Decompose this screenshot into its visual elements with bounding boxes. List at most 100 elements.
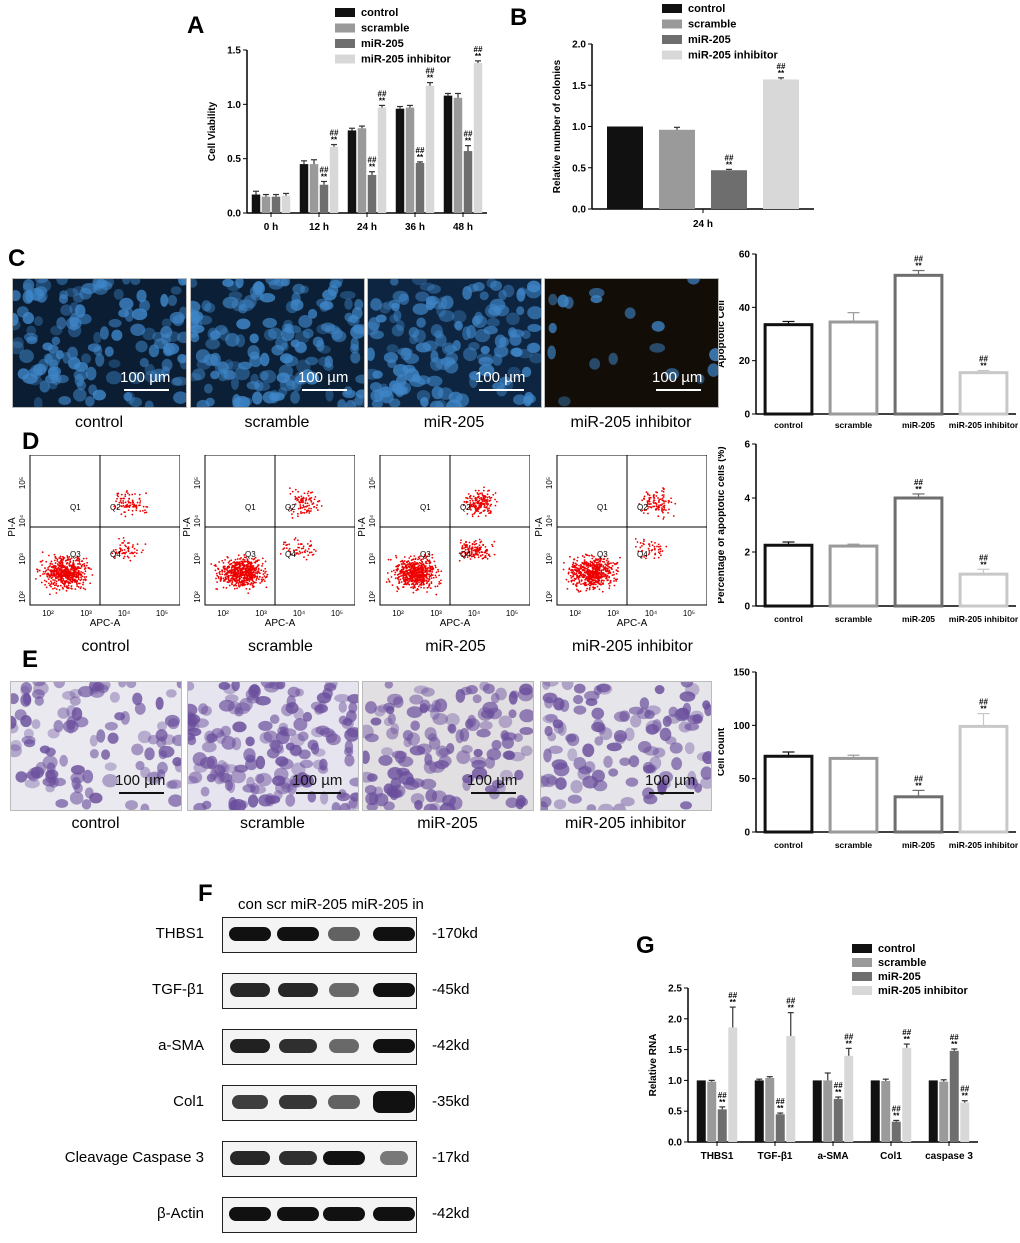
event-dot bbox=[405, 579, 407, 581]
event-dot bbox=[613, 584, 616, 587]
event-dot bbox=[495, 500, 498, 503]
event-dot bbox=[424, 569, 427, 572]
event-dot bbox=[63, 557, 66, 559]
event-dot bbox=[78, 560, 81, 563]
event-dot bbox=[471, 513, 474, 516]
event-dot bbox=[463, 550, 466, 553]
event-dot bbox=[75, 575, 78, 578]
event-dot bbox=[467, 493, 470, 495]
event-dot bbox=[489, 504, 492, 507]
quadrant-label: Q3 bbox=[245, 550, 256, 559]
x-tick-label: miR-205 bbox=[902, 840, 935, 850]
event-dot bbox=[413, 568, 415, 571]
event-dot bbox=[658, 498, 661, 501]
event-dot bbox=[647, 507, 649, 510]
blot-band bbox=[231, 1095, 269, 1109]
micrograph-caption: scramble bbox=[244, 414, 310, 431]
event-dot bbox=[648, 503, 651, 506]
event-dot bbox=[50, 560, 53, 563]
blot-molecular-weight: -35kd bbox=[432, 1093, 470, 1110]
event-dot bbox=[306, 492, 309, 495]
event-dot bbox=[45, 586, 48, 589]
bar bbox=[395, 108, 405, 213]
event-dot bbox=[86, 561, 89, 564]
event-dot bbox=[299, 504, 302, 506]
event-dot bbox=[228, 584, 231, 587]
event-dot bbox=[131, 545, 134, 548]
event-dot bbox=[133, 547, 136, 550]
event-dot bbox=[66, 585, 69, 588]
x-tick-label: 24 h bbox=[357, 222, 377, 233]
event-dot bbox=[491, 545, 494, 548]
event-dot bbox=[652, 494, 655, 496]
event-dot bbox=[62, 578, 65, 580]
event-dot bbox=[417, 576, 420, 579]
event-dot bbox=[126, 492, 129, 495]
x-tick-label: scramble bbox=[835, 840, 873, 850]
event-dot bbox=[243, 554, 246, 556]
event-dot bbox=[492, 493, 495, 496]
event-dot bbox=[488, 495, 491, 498]
event-dot bbox=[71, 578, 74, 581]
event-dot bbox=[75, 573, 78, 576]
event-dot bbox=[416, 588, 419, 591]
event-dot bbox=[592, 583, 595, 586]
event-dot bbox=[55, 574, 57, 577]
event-dot bbox=[251, 576, 254, 579]
event-dot bbox=[261, 576, 264, 579]
event-dot bbox=[127, 509, 130, 511]
event-dot bbox=[474, 550, 477, 553]
event-dot bbox=[413, 585, 416, 588]
event-dot bbox=[485, 499, 488, 501]
event-dot bbox=[132, 544, 134, 546]
event-dot bbox=[302, 547, 305, 550]
blot-band bbox=[373, 1207, 415, 1221]
event-dot bbox=[44, 583, 46, 586]
event-dot bbox=[307, 554, 310, 557]
event-dot bbox=[610, 562, 612, 565]
event-dot bbox=[232, 570, 235, 573]
event-dot bbox=[592, 586, 594, 589]
event-dot bbox=[494, 504, 497, 507]
event-dot bbox=[578, 580, 581, 582]
event-dot bbox=[245, 587, 248, 590]
event-dot bbox=[641, 499, 644, 502]
event-dot bbox=[136, 549, 138, 552]
blot-band bbox=[229, 1039, 271, 1053]
event-dot bbox=[221, 573, 224, 576]
event-dot bbox=[123, 555, 126, 558]
event-dot bbox=[472, 549, 475, 552]
panel-letter-a: A bbox=[187, 12, 205, 39]
quadrant-label: Q1 bbox=[245, 503, 256, 512]
event-dot bbox=[662, 496, 665, 498]
y-axis-label: PI-A bbox=[534, 517, 545, 537]
event-dot bbox=[406, 582, 409, 585]
event-dot bbox=[480, 503, 483, 506]
event-dot bbox=[114, 557, 116, 559]
event-dot bbox=[430, 581, 433, 583]
event-dot bbox=[248, 588, 251, 590]
event-dot bbox=[439, 582, 442, 585]
event-dot bbox=[84, 588, 87, 591]
event-dot bbox=[302, 506, 305, 508]
y-tick-label: 0 bbox=[744, 828, 750, 839]
event-dot bbox=[40, 560, 43, 563]
event-dot bbox=[413, 569, 415, 572]
event-dot bbox=[652, 495, 655, 498]
y-tick-label: 10⁴ bbox=[545, 514, 554, 527]
event-dot bbox=[577, 589, 580, 592]
event-dot bbox=[262, 573, 265, 576]
x-tick-label: Col1 bbox=[880, 1151, 902, 1162]
event-dot bbox=[594, 565, 596, 568]
event-dot bbox=[587, 583, 590, 586]
micrograph-caption: scramble bbox=[240, 815, 305, 832]
event-dot bbox=[596, 574, 599, 577]
event-dot bbox=[226, 565, 229, 568]
event-dot bbox=[408, 557, 411, 559]
micrograph-row-E-3: 100 µm bbox=[540, 681, 712, 811]
event-dot bbox=[247, 592, 250, 595]
event-dot bbox=[296, 552, 299, 554]
y-tick-label: 10² bbox=[368, 591, 377, 603]
event-dot bbox=[477, 506, 480, 509]
legend-swatch bbox=[662, 50, 682, 60]
